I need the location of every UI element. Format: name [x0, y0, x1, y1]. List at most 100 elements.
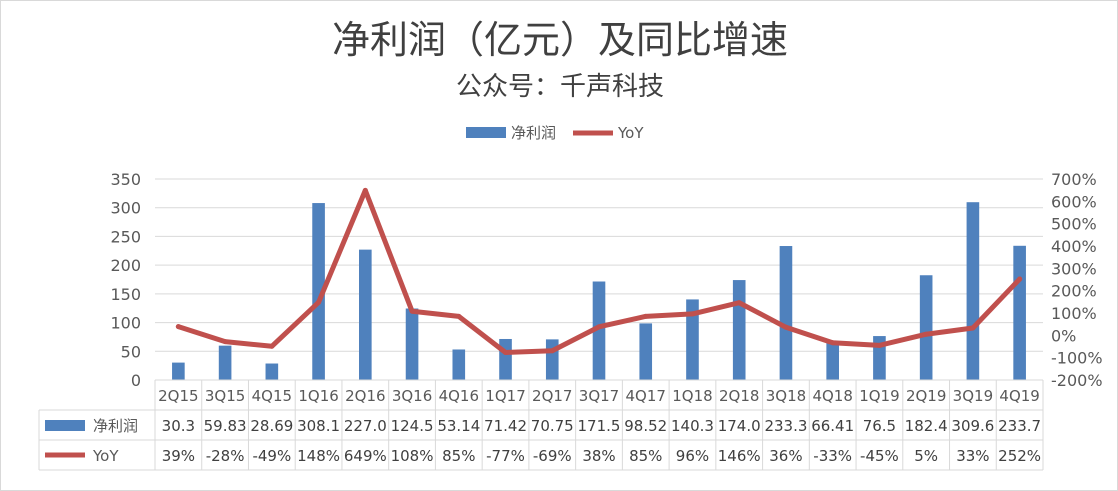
data-label-yoy: 252%: [998, 447, 1041, 465]
x-tick-label: 3Q19: [953, 387, 993, 405]
y-right-tick-label: 700%: [1051, 170, 1097, 189]
x-tick-label: 4Q15: [252, 387, 292, 405]
data-label-yoy: -77%: [486, 447, 525, 465]
line-point: [923, 331, 929, 337]
line-point: [549, 348, 555, 354]
data-label-profit: 98.52: [624, 417, 667, 435]
y-axis-right: -200% -100% 0% 100% 200% 300% 400% 500% 600% 700%: [1051, 170, 1103, 390]
data-label-yoy: 85%: [442, 447, 475, 465]
table-row-label: YoY: [92, 447, 119, 465]
legend-label-bar: 净利润: [511, 124, 556, 142]
y-left-tick-label: 350: [110, 170, 141, 189]
x-tick-label: 3Q18: [766, 387, 806, 405]
bar: [732, 280, 746, 380]
bar: [265, 363, 279, 380]
table-key-bar: [45, 420, 85, 431]
data-label-yoy: 108%: [391, 447, 434, 465]
line-point: [222, 339, 228, 345]
x-tick-label: 1Q18: [672, 387, 712, 405]
bar: [639, 323, 653, 380]
data-label-yoy: 5%: [914, 447, 938, 465]
line-point: [503, 350, 509, 356]
y-left-tick-label: 300: [110, 199, 141, 218]
y-right-tick-label: 200%: [1051, 282, 1097, 301]
bar: [172, 362, 185, 380]
legend-swatch-bar: [466, 127, 506, 138]
x-tick-label: 3Q16: [392, 387, 432, 405]
x-tick-label: 4Q16: [439, 387, 479, 405]
legend: 净利润 YoY: [466, 124, 644, 142]
data-label-yoy: -45%: [860, 447, 899, 465]
bar: [499, 338, 512, 380]
bar: [545, 339, 559, 380]
data-label-profit: 76.5: [863, 417, 896, 435]
x-tick-label: 4Q18: [812, 387, 852, 405]
data-table: 2Q15 3Q15 4Q15 1Q16 2Q16 3Q16 4Q16 1Q17 2Q17 3Q17…: [38, 379, 1044, 471]
y-right-tick-label: -200%: [1051, 371, 1103, 390]
data-label-profit: 233.7: [998, 417, 1041, 435]
bar: [218, 345, 232, 380]
line-point: [783, 324, 789, 330]
legend-label-line: YoY: [617, 124, 644, 142]
line-point: [409, 308, 415, 314]
data-label-profit: 309.6: [951, 417, 994, 435]
data-label-yoy: -49%: [252, 447, 291, 465]
data-label-profit: 71.42: [484, 417, 527, 435]
bar: [452, 349, 466, 380]
data-label-profit: 233.3: [764, 417, 807, 435]
line-point: [970, 325, 976, 331]
y-left-tick-label: 50: [121, 342, 141, 361]
line-point: [175, 324, 181, 330]
x-tick-label: 2Q17: [532, 387, 572, 405]
line-point: [643, 313, 649, 319]
bar: [405, 308, 419, 380]
data-label-yoy: -33%: [813, 447, 852, 465]
line-point: [1017, 276, 1023, 282]
data-label-profit: 124.5: [391, 417, 434, 435]
data-label-profit: 171.5: [578, 417, 621, 435]
data-label-profit: 70.75: [531, 417, 574, 435]
data-label-yoy: 649%: [344, 447, 387, 465]
bar-series: [172, 202, 1026, 380]
data-label-profit: 30.3: [162, 417, 195, 435]
y-right-tick-label: 500%: [1051, 215, 1097, 234]
x-tick-label: 1Q19: [859, 387, 899, 405]
y-left-tick-label: 100: [110, 314, 141, 333]
line-point: [736, 300, 742, 306]
line-point: [876, 342, 882, 348]
y-right-tick-label: 300%: [1051, 259, 1097, 278]
data-label-profit: 59.83: [204, 417, 247, 435]
line-point: [316, 299, 322, 305]
data-label-yoy: 33%: [956, 447, 989, 465]
y-right-tick-label: -100%: [1051, 349, 1103, 368]
line-point: [269, 343, 275, 349]
y-left-tick-label: 200: [110, 256, 141, 275]
x-tick-label: 1Q16: [298, 387, 338, 405]
y-right-tick-label: 600%: [1051, 192, 1097, 211]
y-left-tick-label: 0: [131, 371, 141, 390]
line-point: [362, 187, 368, 193]
line-point: [596, 324, 602, 330]
chart-title: 净利润（亿元）及同比增速: [332, 18, 788, 62]
data-label-profit: 66.41: [811, 417, 854, 435]
x-tick-label: 4Q17: [626, 387, 666, 405]
bar: [312, 203, 325, 380]
data-label-yoy: 146%: [718, 447, 761, 465]
bar: [359, 249, 372, 380]
y-right-tick-label: 0%: [1051, 326, 1076, 345]
data-label-yoy: 39%: [162, 447, 195, 465]
data-label-yoy: 148%: [297, 447, 340, 465]
x-tick-label: 3Q17: [579, 387, 619, 405]
y-right-tick-label: 400%: [1051, 237, 1097, 256]
data-label-yoy: -69%: [533, 447, 572, 465]
data-label-yoy: 85%: [629, 447, 662, 465]
data-label-yoy: 36%: [769, 447, 802, 465]
y-right-tick-label: 100%: [1051, 304, 1097, 323]
data-label-profit: 308.1: [297, 417, 340, 435]
y-left-tick-label: 150: [110, 285, 141, 304]
x-tick-label: 2Q15: [158, 387, 198, 405]
table-row-label: 净利润: [93, 417, 138, 435]
line-point: [456, 313, 462, 319]
x-tick-label: 3Q15: [205, 387, 245, 405]
